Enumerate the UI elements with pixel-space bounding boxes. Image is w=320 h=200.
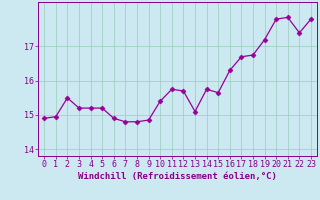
X-axis label: Windchill (Refroidissement éolien,°C): Windchill (Refroidissement éolien,°C)	[78, 172, 277, 181]
